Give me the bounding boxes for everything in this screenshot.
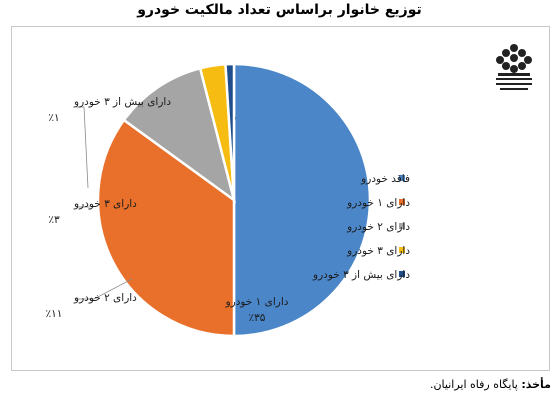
slice-value-label: ٪۱۱ [46,308,63,320]
pie-slice [232,62,372,338]
legend-swatch [399,175,405,181]
logo-icon [496,44,532,90]
source-label: مأخذ: [521,378,551,391]
slice-value-label: ٪۱ [48,112,59,124]
slice-value-label: ٪۳۵ [249,312,266,324]
legend-swatch [399,199,405,205]
legend-swatch [399,271,405,277]
legend-label: دارای ۳ خودرو [346,245,410,257]
legend-swatch [399,247,405,253]
legend-label: دارای ۱ خودرو [346,197,410,209]
source-note: مأخذ: پایگاه رفاه ایرانیان. [430,378,551,391]
legend-label: دارای ۲ خودرو [346,221,410,233]
legend-label: دارای بیش از ۳ خودرو [312,269,410,281]
leader-line [76,278,133,300]
chart-title: توزیع خانوار براساس تعداد مالکیت خودرو [137,2,422,18]
legend-swatch [399,223,405,229]
slice-category-label: دارای ۱ خودرو [225,296,289,308]
slice-category-label: دارای ۳ خودرو [73,198,137,210]
pie-slice [122,66,237,204]
leader-line [76,106,89,189]
legend-label: فاقد خودرو [360,173,410,185]
pie-slice [224,62,236,201]
pie-slice [96,118,236,338]
slice-category-label: دارای ۲ خودرو [73,292,137,304]
slice-value-label: ٪۳ [48,214,60,226]
source-text: پایگاه رفاه ایرانیان. [429,378,518,391]
slice-category-label: دارای بیش از ۳ خودرو [73,96,171,108]
